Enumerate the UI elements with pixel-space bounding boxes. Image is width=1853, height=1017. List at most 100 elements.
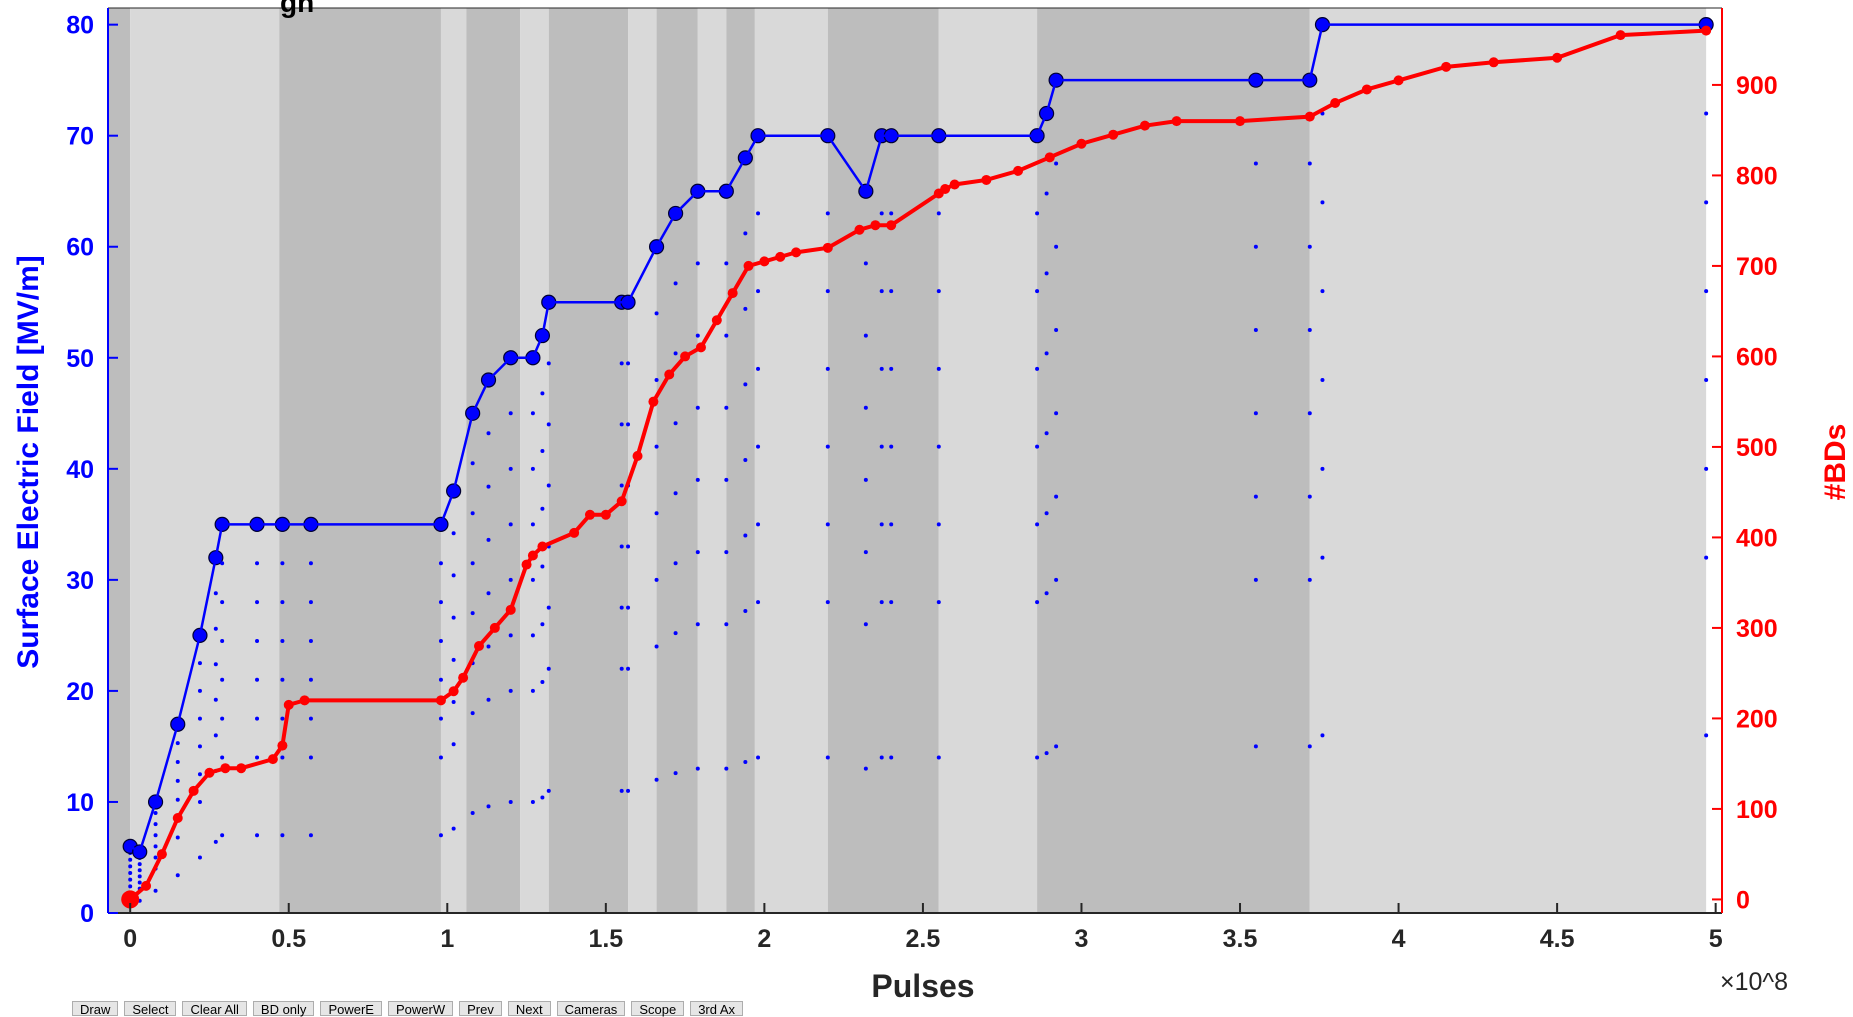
toolbar: Draw Select Clear All BD only PowerE PowerW Pr… — [72, 1001, 744, 1016]
field-scatter-point — [889, 211, 894, 216]
field-scatter-point — [308, 833, 313, 838]
toolbar-button-powerw[interactable]: PowerW — [387, 1001, 454, 1016]
field-scatter-point — [626, 544, 631, 549]
field-scatter-point — [936, 289, 941, 294]
field-scatter-point — [724, 261, 729, 266]
field-scatter-point — [626, 361, 631, 366]
bd-count-marker — [1441, 61, 1452, 72]
bd-count-marker — [283, 699, 294, 710]
bd-count-marker — [1171, 116, 1182, 127]
bd-count-marker — [695, 342, 706, 353]
bd-count-marker — [1304, 111, 1315, 122]
field-scatter-point — [1253, 161, 1258, 166]
field-scatter-point — [128, 877, 133, 882]
field-scatter-point — [546, 666, 551, 671]
toolbar-button-3rd-ax[interactable]: 3rd Ax — [690, 1001, 744, 1016]
bd-count-marker — [886, 220, 897, 231]
field-scatter-point — [451, 826, 456, 831]
toolbar-button-bd-only[interactable]: BD only — [252, 1001, 315, 1016]
field-scatter-point — [1307, 494, 1312, 499]
background-band — [548, 8, 629, 913]
field-scatter-point — [220, 677, 225, 682]
field-scatter-point — [540, 795, 545, 800]
field-scatter-point — [508, 522, 513, 527]
field-scatter-point — [128, 884, 133, 889]
background-bands — [108, 8, 1707, 913]
field-scatter-point — [153, 833, 158, 838]
field-scatter-point — [508, 633, 513, 638]
bd-count-marker — [822, 242, 833, 253]
field-scatter-point — [175, 741, 180, 746]
background-band — [628, 8, 657, 913]
field-scatter-point — [673, 561, 678, 566]
field-scatter-point — [1704, 200, 1709, 205]
toolbar-button-next[interactable]: Next — [507, 1001, 551, 1016]
field-scatter-point — [1320, 200, 1325, 205]
bd-count-marker — [1330, 98, 1341, 109]
field-scatter-point — [153, 811, 158, 816]
bd-count-marker — [299, 695, 310, 706]
field-scatter-point — [619, 422, 624, 427]
bd-count-marker — [527, 550, 538, 561]
field-scatter-point — [654, 377, 659, 382]
bd-count-marker — [569, 527, 580, 538]
toolbar-button-select[interactable]: Select — [124, 1001, 177, 1016]
field-scatter-point — [213, 662, 218, 667]
field-scatter-point — [724, 405, 729, 410]
x-tick-label: 4.5 — [1540, 925, 1575, 953]
field-scatter-point — [743, 457, 748, 462]
toolbar-button-cameras[interactable]: Cameras — [556, 1001, 626, 1016]
field-scatter-point — [1054, 577, 1059, 582]
field-scatter-point — [619, 788, 624, 793]
bd-count-marker — [743, 260, 754, 271]
field-scatter-point — [137, 862, 142, 867]
field-scatter-point — [530, 633, 535, 638]
toolbar-button-draw[interactable]: Draw — [72, 1001, 119, 1016]
bd-count-marker — [277, 740, 288, 751]
y-tick-right-label: 400 — [1736, 524, 1778, 552]
field-scatter-point — [673, 491, 678, 496]
field-scatter-point — [825, 366, 830, 371]
bd-count-marker — [870, 220, 881, 231]
field-scatter-point — [1307, 744, 1312, 749]
field-scatter-point — [470, 511, 475, 516]
toolbar-button-scope[interactable]: Scope — [631, 1001, 685, 1016]
toolbar-button-prev[interactable]: Prev — [459, 1001, 502, 1016]
field-scatter-point — [508, 688, 513, 693]
field-scatter-point — [1253, 744, 1258, 749]
field-scatter-point — [530, 522, 535, 527]
field-scatter-point — [695, 477, 700, 482]
field-scatter-point — [546, 361, 551, 366]
field-scatter-point — [540, 564, 545, 569]
toolbar-button-clear-all[interactable]: Clear All — [182, 1001, 247, 1016]
field-scatter-point — [213, 626, 218, 631]
field-scatter-point — [1253, 577, 1258, 582]
field-scatter-point — [280, 755, 285, 760]
field-scatter-point — [936, 444, 941, 449]
field-scatter-point — [743, 231, 748, 236]
field-scatter-point — [255, 638, 260, 643]
field-scatter-point — [654, 311, 659, 316]
field-scatter-point — [626, 605, 631, 610]
field-scatter-point — [654, 444, 659, 449]
bd-count-marker — [791, 247, 802, 258]
field-scatter-point — [743, 382, 748, 387]
y-axis-right-label: #BDs — [1819, 424, 1852, 501]
field-scatter-point — [889, 755, 894, 760]
y-tick-left-label: 30 — [66, 567, 94, 595]
field-scatter-point — [470, 611, 475, 616]
field-scatter-point — [197, 716, 202, 721]
toolbar-button-powere[interactable]: PowerE — [320, 1001, 382, 1016]
background-band — [726, 8, 755, 913]
bd-count-marker — [1361, 84, 1372, 95]
x-tick-label: 1 — [440, 925, 454, 953]
field-scatter-point — [308, 677, 313, 682]
field-scatter-point — [540, 391, 545, 396]
field-scatter-point — [486, 697, 491, 702]
field-scatter-point — [695, 622, 700, 627]
field-scatter-point — [936, 755, 941, 760]
field-scatter-point — [1054, 328, 1059, 333]
x-tick-label: 2 — [757, 925, 771, 953]
field-scatter-point — [546, 422, 551, 427]
